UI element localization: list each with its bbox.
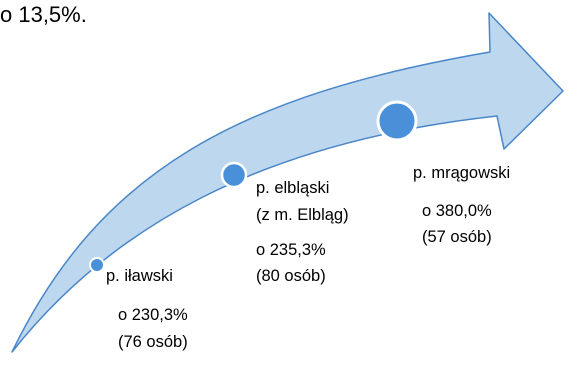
district-ilawski-change: o 230,3% — [118, 306, 188, 324]
district-mragowski-name: p. mrągowski — [413, 164, 511, 182]
district-elblaski-name: p. elbląski — [256, 179, 330, 197]
district-elblaski-change: o 235,3% — [256, 241, 326, 259]
curved-arrow-shape — [11, 12, 564, 353]
district-elblaski-persons: (80 osób) — [256, 267, 326, 285]
marker-mragowski — [376, 100, 418, 142]
district-mragowski-change: o 380,0% — [422, 202, 492, 220]
header-text: o 13,5%. — [0, 2, 87, 27]
district-elblaski-name-suffix: (z m. Elbląg) — [256, 206, 349, 224]
district-ilawski-name: p. iławski — [106, 267, 173, 285]
marker-ilawski — [89, 257, 105, 273]
district-mragowski-persons: (57 osób) — [422, 228, 492, 246]
marker-elblaski — [220, 161, 248, 189]
district-ilawski-persons: (76 osób) — [118, 333, 188, 351]
